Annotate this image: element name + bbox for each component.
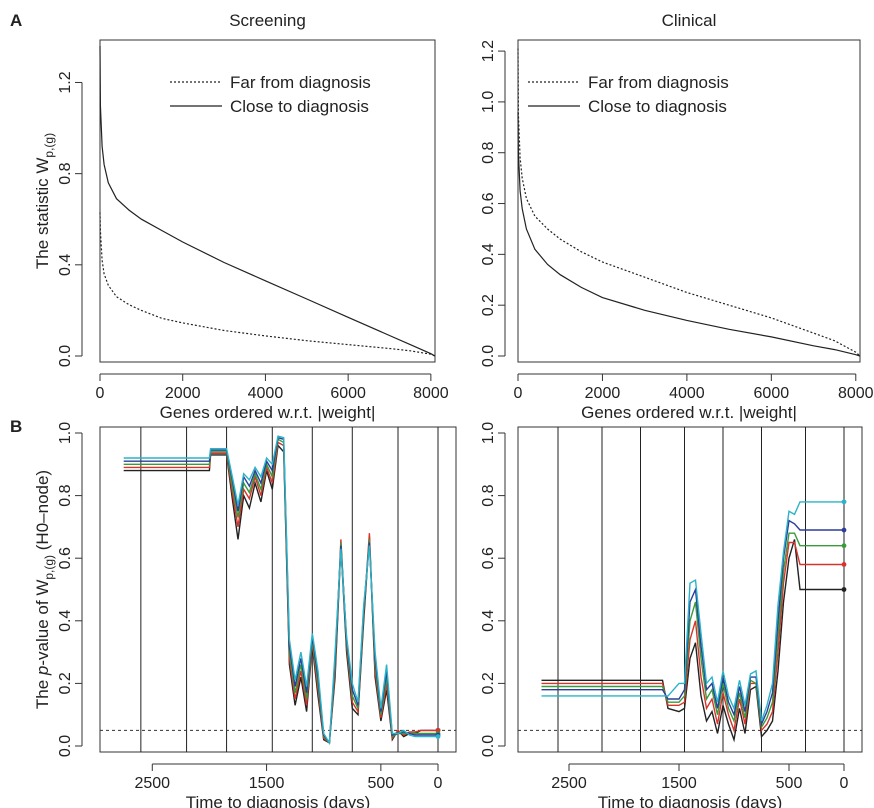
y-tick-label: 0.2 [480, 294, 497, 316]
panel-label-b: B [10, 417, 22, 436]
legend-label: Close to diagnosis [588, 97, 727, 116]
y-tick-label: 1.2 [480, 40, 497, 62]
x-tick-label: 500 [776, 775, 803, 792]
y-tick-label: 0.8 [57, 484, 74, 506]
series-line [123, 443, 438, 745]
y-tick-label: 0.8 [480, 142, 497, 164]
series-line [541, 539, 844, 743]
x-tick-label: 8000 [413, 385, 449, 402]
y-tick-label: 0.0 [480, 735, 497, 757]
x-tick-label: 1500 [249, 775, 285, 792]
chart-title: Clinical [662, 11, 717, 30]
series-line [541, 532, 844, 730]
legend-label: Far from diagnosis [588, 73, 729, 92]
y-tick-label: 0.4 [480, 610, 497, 632]
series-line [123, 436, 438, 745]
series-line-close-to-diagnosis [99, 45, 436, 357]
x-tick-label: 6000 [330, 385, 366, 402]
plot-frame [99, 426, 457, 753]
y-tick-label: 0.4 [480, 243, 497, 265]
plot-frame [99, 39, 436, 363]
x-tick-label: 1500 [661, 775, 697, 792]
y-tick-label: 1.0 [57, 422, 74, 444]
chart-screening-statistic: Screening 0 2000 4000 6000 8000 Genes ordered … [33, 11, 449, 422]
y-axis-label: The statistic Wp,(g) [33, 133, 56, 269]
chart-clinical-statistic: Clinical 0 2000 4000 6000 8000 Genes ordered w… [480, 11, 874, 422]
x-tick-label: 4000 [669, 385, 705, 402]
series-line [123, 438, 438, 745]
series-end-point [841, 527, 847, 533]
legend-label: Far from diagnosis [230, 73, 371, 92]
y-tick-label: 0.2 [480, 672, 497, 694]
y-tick-label: 0.0 [480, 345, 497, 367]
y-tick-label: 0.6 [480, 547, 497, 569]
series-end-point [841, 562, 847, 567]
x-axis-label: Time to diagnosis (days) [186, 793, 371, 808]
x-tick-label: 500 [368, 775, 395, 792]
series-end-point [841, 499, 847, 505]
chart-title: Screening [229, 11, 306, 30]
y-tick-label: 0.6 [480, 192, 497, 214]
y-tick-label: 0.4 [57, 610, 74, 632]
series-line-far-from-diagnosis [517, 48, 861, 357]
series-line [123, 435, 438, 746]
y-tick-label: 0.2 [57, 672, 74, 694]
chart-screening-pvalue: 2500 1500 500 0 Time to diagnosis (days) 0.0 0… [33, 422, 457, 808]
series-line-close-to-diagnosis [517, 112, 861, 357]
y-tick-label: 1.2 [57, 71, 74, 93]
x-axis-label: Time to diagnosis (days) [598, 793, 783, 808]
y-tick-label: 1.0 [480, 91, 497, 113]
series-line [541, 541, 844, 734]
plot-frame [517, 39, 861, 363]
y-axis-label: The p-value of Wp,(g) (H0–node) [33, 470, 56, 709]
series-line [541, 519, 844, 727]
y-tick-label: 1.0 [480, 422, 497, 444]
x-tick-label: 6000 [754, 385, 790, 402]
x-tick-label: 2500 [134, 775, 170, 792]
y-tick-label: 0.8 [57, 162, 74, 184]
x-axis-label: Genes ordered w.r.t. |weight| [581, 403, 797, 422]
series-line [123, 441, 438, 745]
x-tick-label: 4000 [248, 385, 284, 402]
y-tick-label: 0.8 [480, 484, 497, 506]
series-end-point [841, 587, 847, 592]
series-line-far-from-diagnosis [99, 212, 436, 357]
x-tick-label: 8000 [838, 385, 874, 402]
x-tick-label: 0 [434, 775, 443, 792]
series-end-point [435, 734, 441, 740]
x-tick-label: 2000 [585, 385, 621, 402]
series-end-point [841, 543, 847, 549]
x-tick-label: 0 [96, 385, 105, 402]
x-tick-label: 0 [514, 385, 523, 402]
y-tick-label: 0.4 [57, 254, 74, 276]
series-line [541, 501, 844, 722]
y-tick-label: 0.0 [57, 735, 74, 757]
panel-label-a: A [10, 11, 22, 30]
x-tick-label: 0 [840, 775, 849, 792]
x-tick-label: 2500 [551, 775, 587, 792]
legend-label: Close to diagnosis [230, 97, 369, 116]
y-tick-label: 0.6 [57, 547, 74, 569]
x-tick-label: 2000 [165, 385, 201, 402]
plot-frame [517, 426, 863, 753]
y-tick-label: 0.0 [57, 345, 74, 367]
x-axis-label: Genes ordered w.r.t. |weight| [160, 403, 376, 422]
chart-clinical-pvalue: 2500 1500 500 0 Time to diagnosis (days) 0.0 0… [480, 422, 863, 808]
